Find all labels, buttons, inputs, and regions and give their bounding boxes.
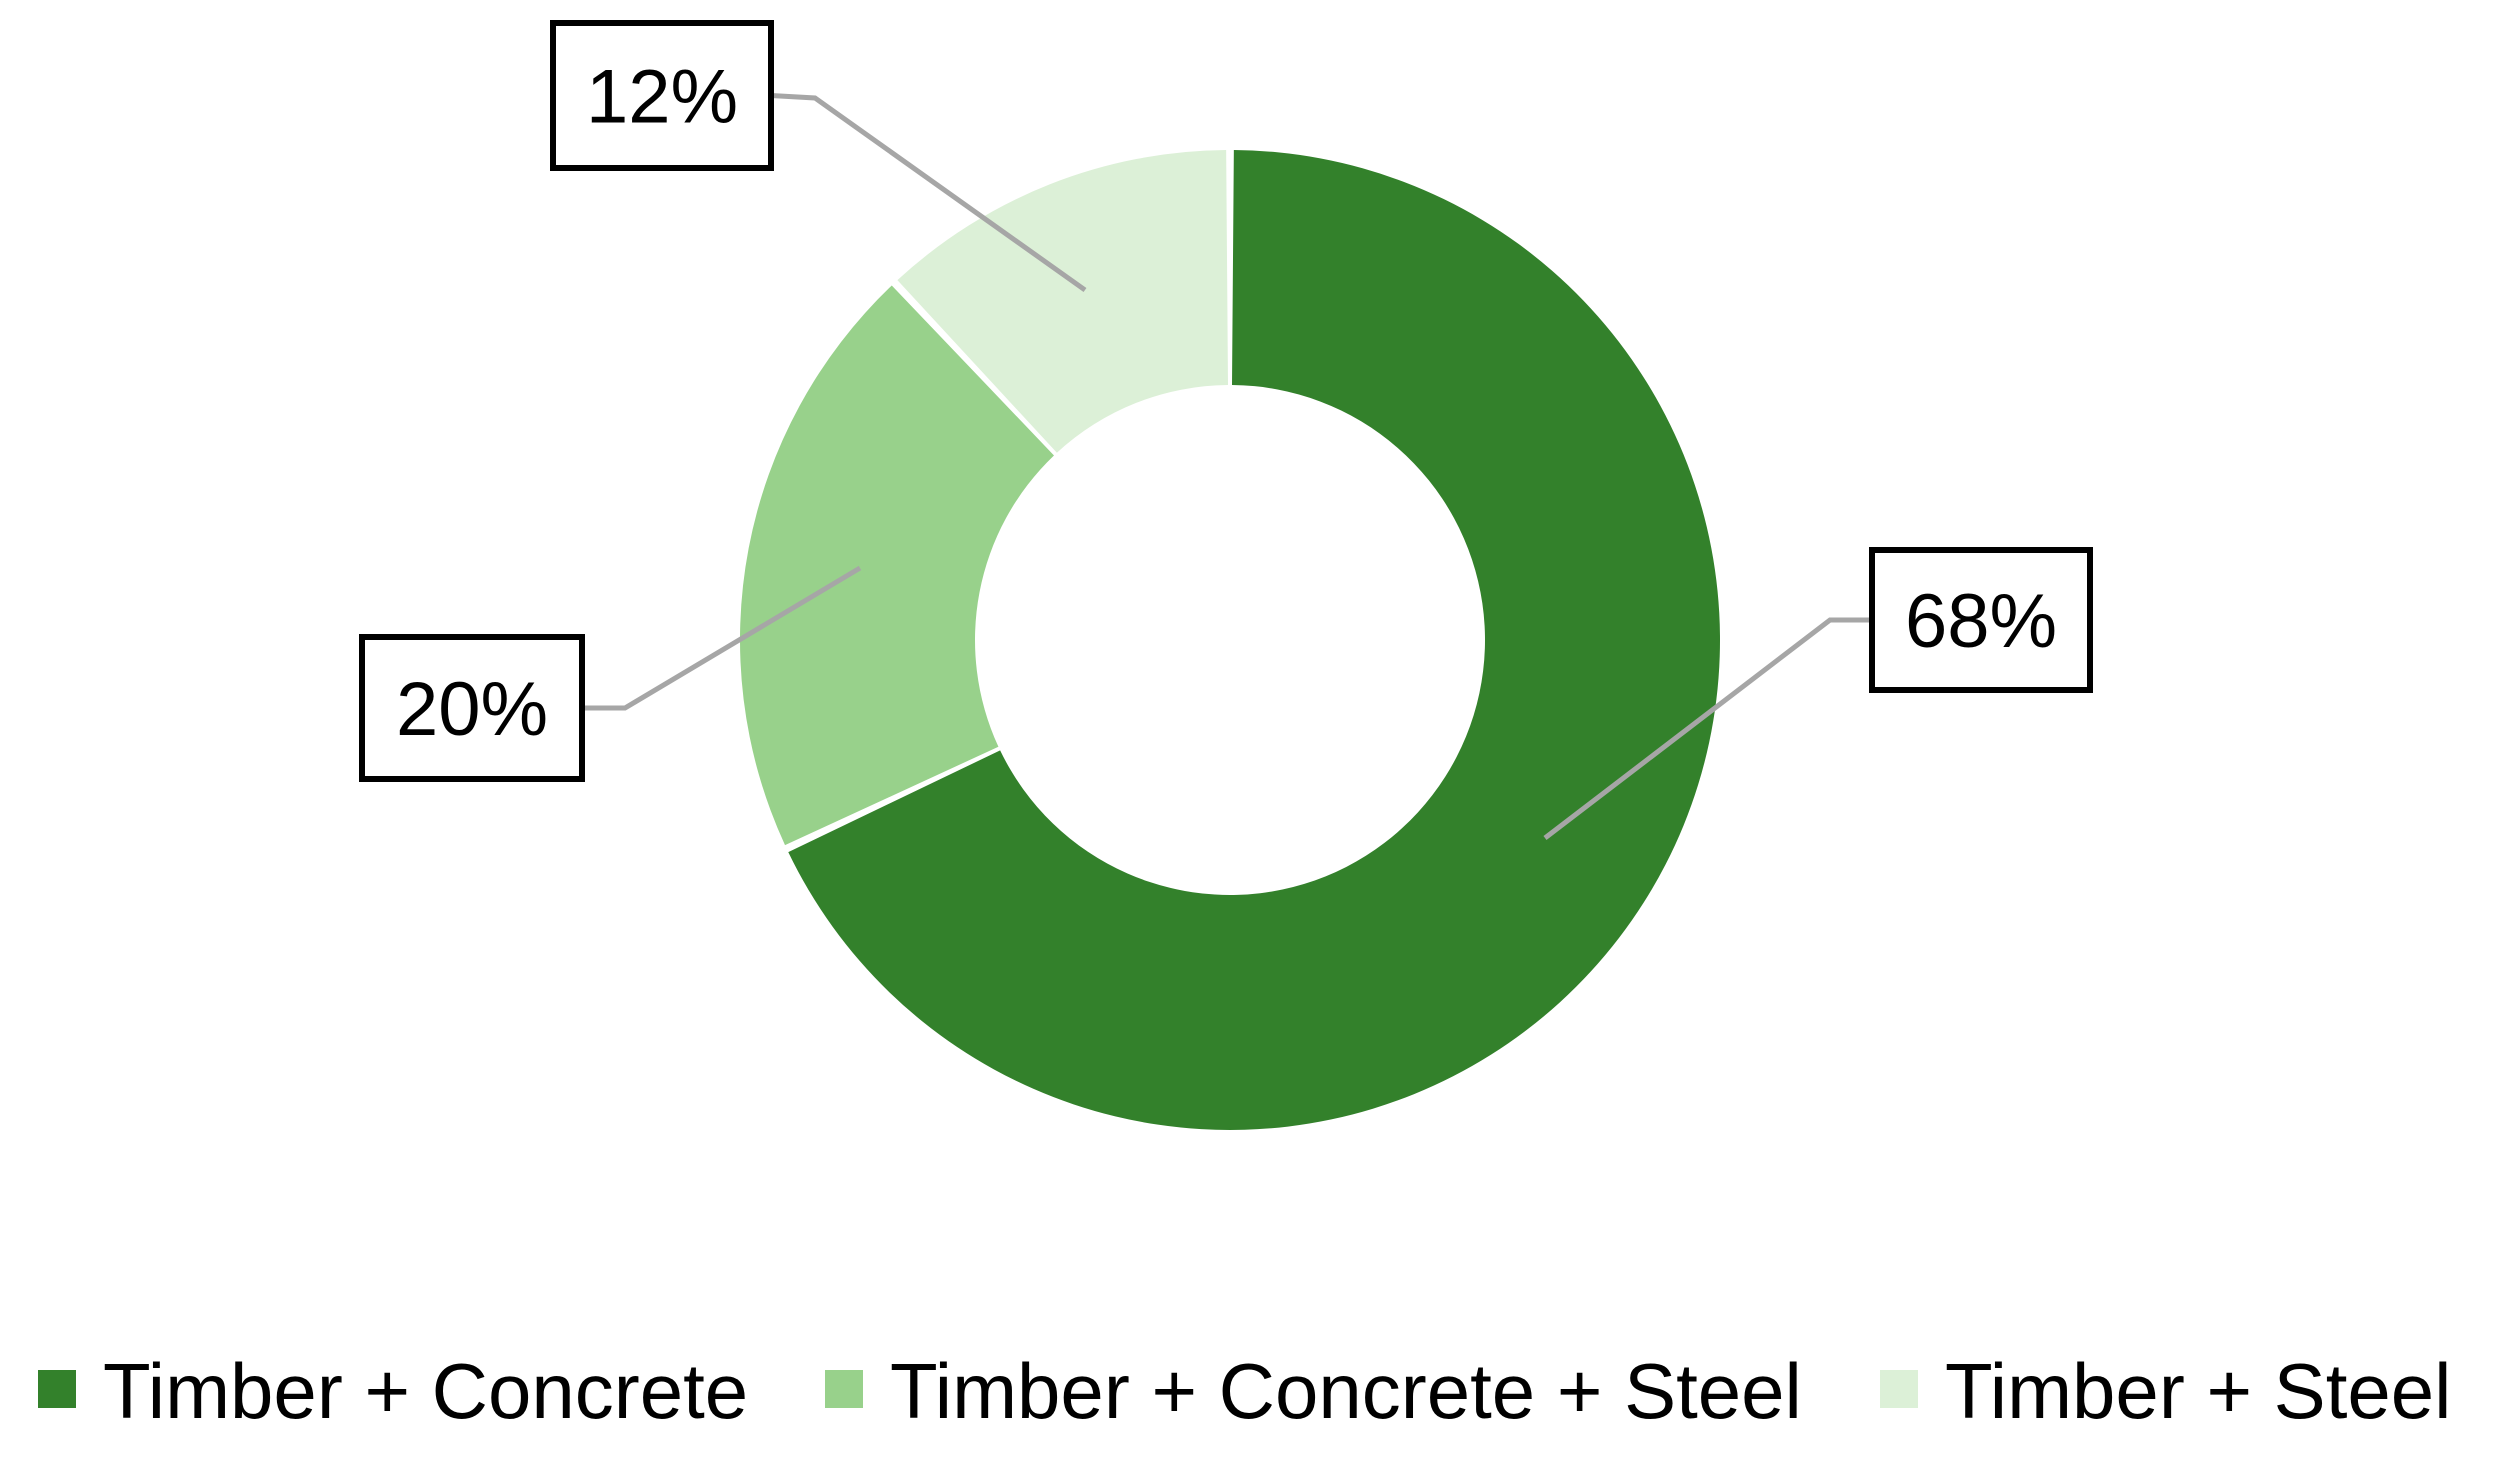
legend-swatch-timber-steel	[1880, 1370, 1918, 1408]
legend-swatch-timber-concrete-steel	[825, 1370, 863, 1408]
slice-timber-concrete	[788, 150, 1720, 1130]
data-label-timber-steel: 12%	[586, 55, 738, 140]
leader-line-timber-concrete	[1543, 617, 1872, 840]
data-labels: 68% 20% 12%	[359, 20, 2093, 782]
legend-label-timber-steel: Timber + Steel	[1945, 1347, 2451, 1435]
leader-line-timber-concrete-steel	[582, 565, 862, 711]
data-label-timber-concrete: 68%	[1905, 579, 2057, 664]
data-label-box-timber-concrete	[1869, 547, 2093, 693]
donut-slices	[740, 150, 1720, 1130]
slice-timber-concrete-steel	[740, 285, 1054, 846]
legend-item-timber-concrete-steel: Timber + Concrete + Steel	[825, 1347, 1802, 1435]
data-label-box-timber-steel	[550, 20, 774, 171]
legend-item-timber-concrete: Timber + Concrete	[38, 1347, 748, 1435]
legend-label-timber-concrete: Timber + Concrete	[103, 1347, 748, 1435]
leader-line-timber-steel	[770, 93, 1087, 293]
data-label-box-timber-concrete-steel	[359, 634, 585, 782]
leader-lines	[582, 93, 1872, 840]
legend: Timber + Concrete Timber + Concrete + Ste…	[38, 1347, 2451, 1435]
legend-item-timber-steel: Timber + Steel	[1880, 1347, 2451, 1435]
data-label-timber-concrete-steel: 20%	[396, 667, 548, 752]
legend-label-timber-concrete-steel: Timber + Concrete + Steel	[890, 1347, 1802, 1435]
legend-swatch-timber-concrete	[38, 1370, 76, 1408]
slice-timber-steel	[897, 150, 1228, 453]
